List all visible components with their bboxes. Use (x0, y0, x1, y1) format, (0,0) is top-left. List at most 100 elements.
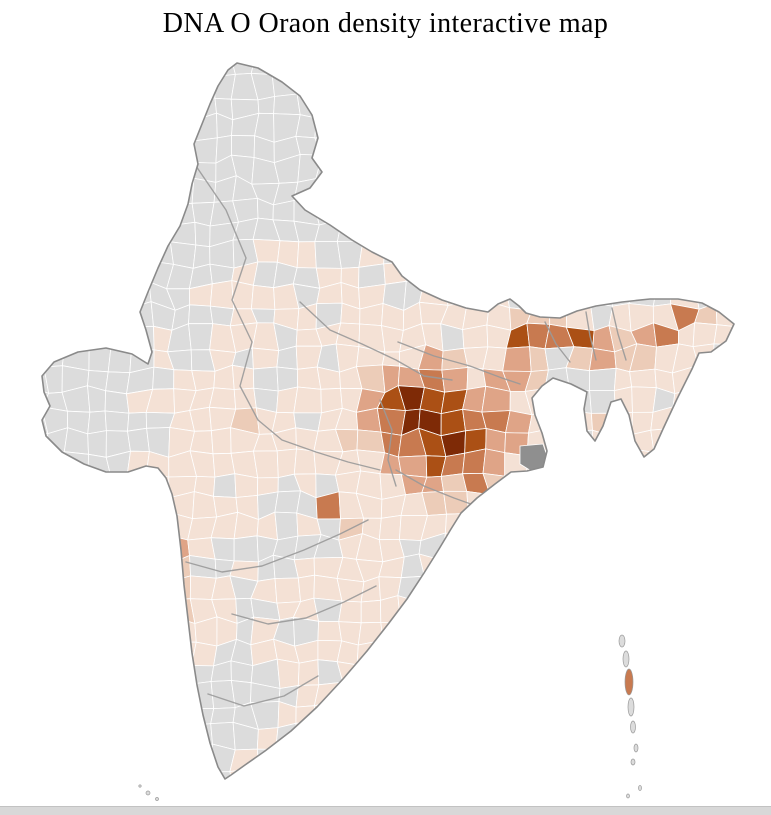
district-cell[interactable] (591, 704, 614, 726)
district-cell[interactable] (523, 238, 551, 264)
district-cell[interactable] (635, 50, 658, 80)
district-cell[interactable] (504, 554, 530, 580)
district-cell[interactable] (398, 139, 427, 164)
district-cell[interactable] (274, 511, 299, 541)
district-cell[interactable] (63, 580, 90, 598)
district-cell[interactable] (570, 74, 588, 95)
district-cell[interactable] (590, 448, 616, 478)
district-cell[interactable] (653, 473, 674, 500)
district-cell[interactable] (463, 513, 490, 538)
district-cell[interactable] (548, 93, 574, 122)
district-cell[interactable] (694, 387, 721, 411)
district-cell[interactable] (652, 679, 673, 710)
district-cell[interactable] (107, 512, 127, 541)
district-cell[interactable] (22, 581, 49, 604)
district-cell[interactable] (257, 96, 276, 114)
district-cell[interactable] (439, 261, 468, 289)
island[interactable] (626, 793, 630, 799)
district-cell[interactable] (545, 497, 569, 521)
district-cell[interactable] (526, 475, 548, 499)
district-cell[interactable] (510, 683, 527, 705)
district-cell[interactable] (714, 620, 741, 644)
district-cell[interactable] (628, 285, 658, 307)
district-cell[interactable] (21, 180, 49, 200)
district-cell[interactable] (739, 155, 763, 184)
district-cell[interactable] (397, 595, 421, 624)
district-cell[interactable] (462, 324, 489, 349)
district-cell[interactable] (313, 198, 343, 226)
district-cell[interactable] (589, 639, 615, 664)
district-cell[interactable] (46, 198, 66, 226)
district-cell[interactable] (649, 512, 677, 539)
district-cell[interactable] (313, 597, 343, 622)
district-cell[interactable] (421, 658, 446, 688)
district-cell[interactable] (338, 600, 362, 624)
district-cell[interactable] (566, 138, 594, 159)
district-cell[interactable] (43, 596, 71, 625)
island[interactable] (624, 668, 634, 696)
district-cell[interactable] (24, 51, 45, 79)
district-cell[interactable] (504, 238, 531, 265)
district-cell[interactable] (439, 576, 466, 603)
district-cell[interactable] (613, 620, 637, 641)
district-cell[interactable] (524, 684, 553, 707)
district-cell[interactable] (651, 601, 677, 625)
district-cell[interactable] (634, 239, 656, 269)
district-cell[interactable] (441, 638, 470, 663)
district-cell[interactable] (524, 157, 550, 177)
district-cell[interactable] (440, 601, 469, 626)
district-cell[interactable] (677, 427, 695, 452)
district-cell[interactable] (43, 76, 66, 100)
district-cell[interactable] (504, 262, 528, 285)
district-cell[interactable] (713, 217, 740, 241)
district-cell[interactable] (460, 179, 490, 202)
district-cell[interactable] (649, 50, 678, 80)
district-cell[interactable] (610, 449, 638, 478)
district-cell[interactable] (586, 600, 614, 626)
district-cell[interactable] (63, 323, 92, 349)
district-cell[interactable] (85, 533, 110, 557)
district-cell[interactable] (614, 178, 638, 203)
district-cell[interactable] (148, 73, 174, 101)
district-cell[interactable] (125, 73, 151, 99)
district-cell[interactable] (86, 577, 106, 602)
district-cell[interactable] (694, 217, 721, 248)
district-cell[interactable] (717, 449, 741, 478)
district-cell[interactable] (614, 199, 638, 223)
district-cell[interactable] (173, 768, 195, 787)
district-cell[interactable] (629, 368, 657, 389)
island[interactable] (638, 785, 642, 791)
district-cell[interactable] (377, 684, 406, 708)
district-cell[interactable] (20, 217, 49, 248)
district-cell[interactable] (571, 601, 594, 623)
district-cell[interactable] (145, 616, 174, 644)
district-cell[interactable] (440, 430, 466, 457)
district-cell[interactable] (489, 494, 507, 516)
district-cell[interactable] (610, 246, 637, 266)
district-cell[interactable] (712, 388, 738, 410)
district-cell[interactable] (692, 450, 720, 476)
district-cell[interactable] (460, 95, 488, 119)
district-cell[interactable] (633, 196, 657, 222)
district-cell[interactable] (568, 767, 595, 787)
district-cell[interactable] (83, 217, 111, 242)
district-cell[interactable] (20, 726, 47, 749)
district-cell[interactable] (355, 684, 382, 708)
district-cell[interactable] (652, 707, 679, 731)
district-cell[interactable] (586, 77, 614, 101)
district-cell[interactable] (693, 259, 719, 289)
district-cell[interactable] (296, 241, 317, 269)
district-cell[interactable] (104, 240, 131, 267)
district-cell[interactable] (404, 662, 426, 688)
district-cell[interactable] (590, 724, 611, 751)
district-cell[interactable] (736, 325, 762, 345)
district-cell[interactable] (650, 427, 680, 453)
district-cell[interactable] (293, 75, 317, 96)
district-cell[interactable] (172, 725, 194, 752)
district-cell[interactable] (231, 135, 256, 158)
district-cell[interactable] (440, 97, 469, 115)
district-cell[interactable] (441, 54, 464, 79)
district-cell[interactable] (148, 138, 173, 164)
district-cell[interactable] (380, 53, 406, 78)
district-cell[interactable] (462, 601, 487, 626)
